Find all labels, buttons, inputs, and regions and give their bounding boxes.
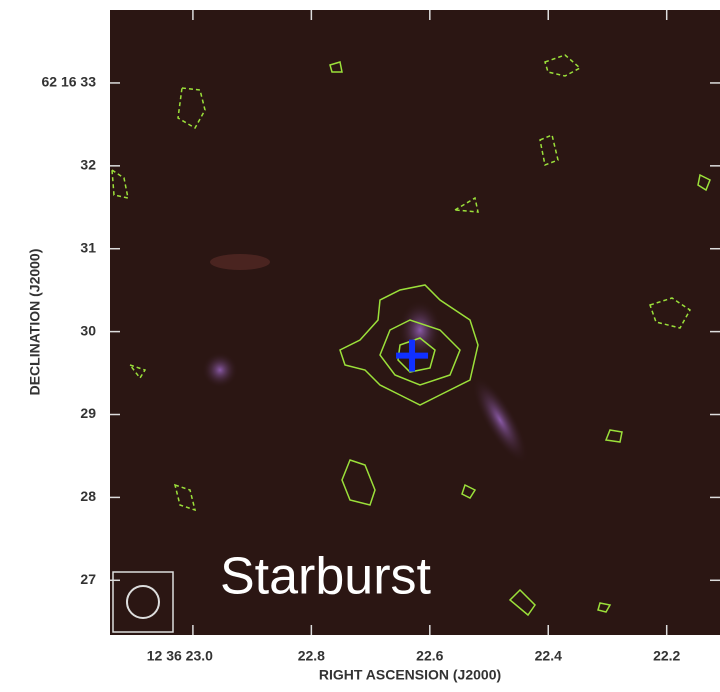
y-tick-label: 29 bbox=[80, 405, 96, 421]
y-tick-label: 28 bbox=[80, 488, 96, 504]
galaxy bbox=[398, 300, 442, 360]
x-tick-label: 22.8 bbox=[298, 648, 325, 664]
source-marker bbox=[396, 339, 429, 372]
y-tick-label: 31 bbox=[80, 239, 96, 255]
x-tick-label: 22.2 bbox=[653, 648, 680, 664]
galaxy bbox=[471, 376, 529, 464]
beam bbox=[126, 585, 160, 619]
y-tick-label: 62 16 33 bbox=[42, 74, 97, 90]
beam-box bbox=[112, 571, 174, 633]
x-axis-label: RIGHT ASCENSION (J2000) bbox=[319, 667, 501, 683]
galaxy bbox=[210, 254, 270, 270]
y-tick-label: 30 bbox=[80, 322, 96, 338]
x-tick-label: 22.4 bbox=[535, 648, 562, 664]
contours bbox=[329, 61, 711, 617]
y-axis-label: DECLINATION (J2000) bbox=[27, 249, 43, 396]
x-tick-label: 22.6 bbox=[416, 648, 443, 664]
x-tick-label: 12 36 23.0 bbox=[147, 648, 213, 664]
negative-contours bbox=[111, 54, 691, 512]
y-tick-label: 32 bbox=[80, 157, 96, 173]
galaxy bbox=[202, 352, 238, 388]
annotation: Starburst bbox=[220, 548, 432, 606]
y-tick-label: 27 bbox=[80, 571, 96, 587]
